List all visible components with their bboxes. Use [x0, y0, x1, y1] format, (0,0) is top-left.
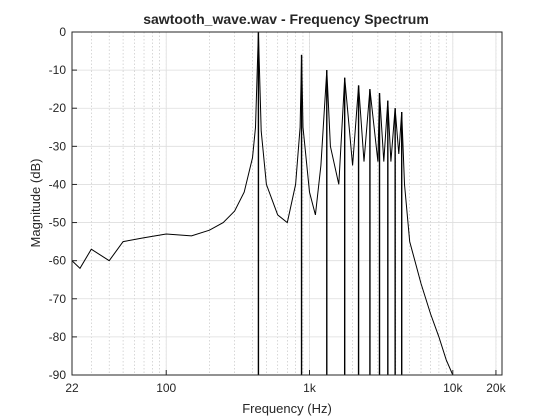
- y-axis-label: Magnitude (dB): [28, 159, 43, 248]
- y-tick-label: -10: [49, 63, 67, 77]
- x-axis-label: Frequency (Hz): [242, 401, 332, 416]
- x-tick-label: 1k: [303, 381, 317, 395]
- x-tick-label: 22: [65, 381, 79, 395]
- x-tick-label: 100: [156, 381, 176, 395]
- x-tick-label: 20k: [486, 381, 506, 395]
- y-tick-label: -90: [49, 368, 67, 382]
- plot-box: [71, 31, 503, 376]
- y-tick-label: -30: [49, 139, 67, 153]
- x-tick-label: 10k: [443, 381, 463, 395]
- y-axis: 0 -10 -20 -30 -40 -50 -60 -70 -80 -90: [49, 25, 77, 382]
- spectrum-line: [71, 31, 454, 376]
- y-tick-label: -70: [49, 292, 67, 306]
- y-tick-label: -50: [49, 216, 67, 230]
- y-tick-label: 0: [59, 25, 66, 39]
- y-tick-label: -20: [49, 101, 67, 115]
- y-tick-label: -60: [49, 254, 67, 268]
- y-tick-label: -40: [49, 177, 67, 191]
- series-layer: [71, 31, 454, 376]
- chart-title: sawtooth_wave.wav - Frequency Spectrum: [143, 11, 429, 27]
- y-tick-label: -80: [49, 330, 67, 344]
- grid: [71, 31, 502, 376]
- x-axis: 22 100 1k 10k 20k: [65, 370, 507, 395]
